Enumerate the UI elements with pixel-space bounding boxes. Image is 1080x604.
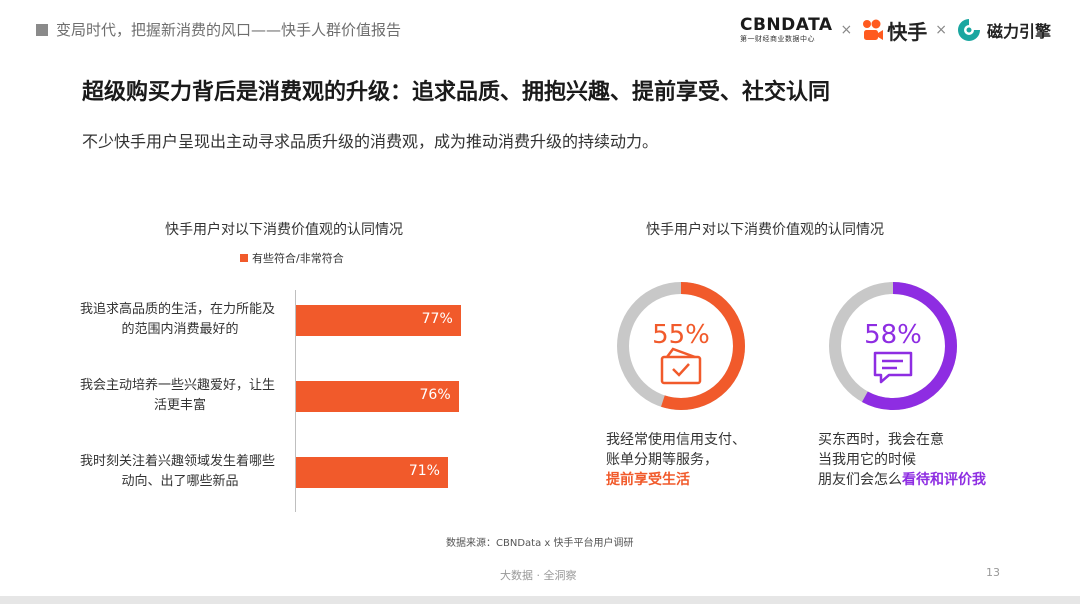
cbndata-subname: 第一财经商业数据中心	[740, 35, 815, 43]
bar-axis	[295, 290, 296, 512]
brand-separator: ×	[840, 22, 853, 38]
donut-caption: 我经常使用信用支付、 账单分期等服务， 提前享受生活	[606, 430, 746, 490]
right-chart-title: 快手用户对以下消费价值观的认同情况	[646, 222, 884, 238]
caption-highlight: 看待和评价我	[902, 472, 986, 488]
caption-line: 买东西时，我会在意	[818, 432, 944, 448]
donut-slice	[829, 282, 957, 410]
brand-separator-2: ×	[935, 22, 948, 38]
legend-label: 有些符合/非常符合	[252, 252, 344, 265]
bar-category-line: 动向、出了哪些新品	[121, 474, 239, 489]
caption-tail: 朋友们会怎么	[818, 472, 902, 488]
donut-chart	[829, 282, 957, 410]
kuaishou-icon	[863, 19, 884, 40]
bar-value-label: 76%	[419, 387, 451, 403]
donut-value-label: 58%	[864, 320, 922, 350]
bar-category-line: 我会主动培养一些兴趣爱好，让生	[80, 378, 276, 393]
data-source: 数据来源：CBNData x 快手平台用户调研	[446, 538, 634, 549]
kuaishou-name: 快手	[887, 19, 928, 44]
page-title: 超级购买力背后是消费观的升级：追求品质、拥抱兴趣、提前享受、社交认同	[82, 80, 831, 105]
caption-line: 提前享受生活	[606, 470, 746, 490]
header-tag: 变局时代，把握新消费的风口——快手人群价值报告	[36, 19, 401, 40]
caption-line: 当我用它的时候	[818, 452, 916, 468]
bar-category-label: 我追求高品质的生活，在力所能及 的范围内消费最好的	[80, 300, 280, 340]
header-tag-text: 变局时代，把握新消费的风口——快手人群价值报告	[56, 21, 402, 39]
page-number: 13	[986, 566, 1000, 579]
bar	[296, 457, 448, 488]
chart-legend: 有些符合/非常符合	[240, 250, 344, 266]
cili-engine-icon	[958, 19, 981, 41]
caption-line: 朋友们会怎么看待和评价我	[818, 470, 986, 490]
bar-value-label: 71%	[408, 463, 440, 479]
donut-chart	[617, 282, 745, 410]
caption-line: 账单分期等服务，	[606, 452, 718, 468]
donut-caption: 买东西时，我会在意 当我用它的时候 朋友们会怎么看待和评价我	[818, 430, 986, 490]
cili-logo: 磁力引擎	[955, 16, 1051, 44]
page-subtitle: 不少快手用户呈现出主动寻求品质升级的消费观，成为推动消费升级的持续动力。	[82, 132, 659, 151]
bar-category-line: 我时刻关注着兴趣领域发生着哪些	[80, 454, 276, 469]
bar	[296, 305, 461, 336]
donut-slice	[617, 282, 745, 410]
bar-category-line: 我追求高品质的生活，在力所能及	[80, 302, 276, 317]
caption-highlight: 提前享受生活	[606, 472, 690, 488]
bar-category-label: 我时刻关注着兴趣领域发生着哪些 动向、出了哪些新品	[80, 452, 280, 492]
left-chart-title: 快手用户对以下消费价值观的认同情况	[165, 222, 403, 238]
donut-value-label: 55%	[652, 320, 710, 350]
bar-category-label: 我会主动培养一些兴趣爱好，让生 活更丰富	[80, 376, 280, 416]
credit-card-check-icon	[660, 347, 702, 385]
caption-line: 我经常使用信用支付、	[606, 432, 746, 448]
bar-value-label: 77%	[421, 311, 453, 327]
brand-logos: CBNDATA 第一财经商业数据中心 × 快手 × 磁力引擎	[740, 10, 1051, 50]
legend-swatch	[240, 254, 248, 262]
footer-text: 大数据 · 全洞察	[500, 569, 577, 582]
cili-name: 磁力引擎	[987, 22, 1052, 41]
cbndata-logo: CBNDATA 第一财经商业数据中心	[740, 16, 833, 44]
header-square-icon	[36, 23, 48, 36]
kuaishou-logo: 快手	[860, 16, 927, 45]
chat-bubble-icon	[873, 351, 913, 384]
bottom-strip	[0, 596, 1080, 604]
bar	[296, 381, 459, 412]
cbndata-name: CBNDATA	[740, 15, 833, 35]
bar-category-line: 的范围内消费最好的	[121, 322, 239, 337]
bar-category-line: 活更丰富	[153, 398, 206, 413]
